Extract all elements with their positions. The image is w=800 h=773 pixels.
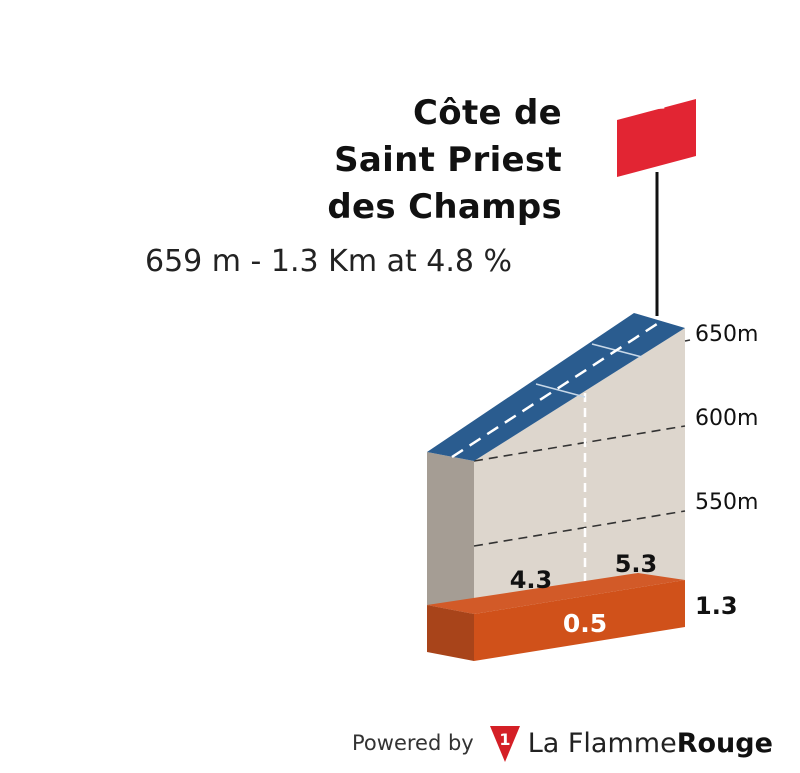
elevation-tick-label: 600m (695, 406, 758, 431)
powered-by-footer: Powered by 1 La Flamme Rouge (352, 718, 773, 768)
base-band (474, 580, 685, 661)
brand-name-bold: Rouge (676, 727, 773, 759)
brand-name-light: La Flamme (527, 727, 677, 759)
road-km-marker (535, 383, 586, 398)
climb-stats: 659 m - 1.3 Km at 4.8 % (145, 244, 513, 279)
flamme-rouge-logo-icon: 1 (489, 726, 520, 762)
climb-road-strip (427, 313, 685, 461)
base-segment-label: 0.5 (563, 609, 607, 638)
base-band-top (427, 573, 685, 614)
profile-side-face (427, 452, 474, 614)
climb-title-block: Côte de Saint Priest des Champs (327, 90, 562, 231)
climb-title: Côte de Saint Priest des Champs (327, 93, 562, 227)
segment-gradient-label: 5.3 (615, 550, 658, 578)
gridline-550m (473, 510, 686, 547)
segment-gradient-label: 4.3 (510, 566, 553, 594)
total-distance-label: 1.3 (695, 592, 738, 620)
elevation-tick-label: 650m (695, 322, 758, 347)
powered-by-text: Powered by (352, 731, 474, 755)
category-flag-label: 4 (641, 69, 670, 120)
gridline-600m (473, 425, 686, 462)
svg-text:1: 1 (499, 730, 510, 749)
base-band-side (427, 605, 474, 661)
elevation-tick-label: 550m (695, 490, 758, 515)
category-flag (617, 99, 696, 177)
profile-front-face (474, 328, 685, 614)
gridline-650m (684, 339, 691, 342)
